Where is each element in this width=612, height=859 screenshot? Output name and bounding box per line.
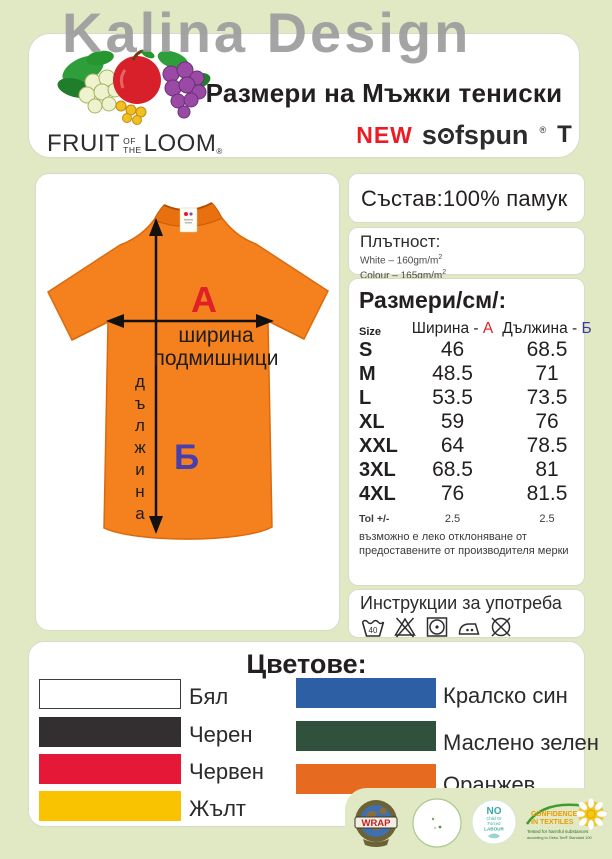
colors-title: Цветове: <box>246 649 367 679</box>
tshirt-diagram-panel: А ширина подмишници д ъ л ж и н а Б <box>35 173 340 631</box>
svg-text:и: и <box>135 460 145 479</box>
wrap-certification-icon: WRAP <box>354 800 398 847</box>
svg-text:Tested for harmful substances: Tested for harmful substances <box>527 829 589 834</box>
tolerance-row: Tol +/- 2.5 2.5 <box>359 513 555 525</box>
color-label: Бял <box>189 684 229 709</box>
color-label: Черен <box>189 722 253 747</box>
length-word-vertical: д ъ л ж и н а <box>134 372 146 523</box>
svg-text:according to Oeko-Tex® Standar: according to Oeko-Tex® Standard 100 <box>527 836 592 840</box>
oeko-tex-confidence-icon: CONFIDENCE IN TEXTILES Tested for harmfu… <box>525 798 608 840</box>
table-row: XL 59 76 <box>359 410 559 433</box>
color-label: Жълт <box>189 796 246 821</box>
iron-two-dots-icon <box>458 623 480 635</box>
svg-text:LABOUR: LABOUR <box>484 827 504 832</box>
sofspun-brand-text: s fspun <box>421 119 529 150</box>
neck-label <box>179 207 198 233</box>
care-icons-row: 40 <box>360 615 584 639</box>
fotl-registered-mark: ® <box>216 147 223 156</box>
table-row: L 53.5 73.5 <box>359 386 568 409</box>
fotl-ofthe-text: OF THE <box>123 136 142 155</box>
sofspun-t-suffix: T <box>557 121 572 148</box>
header-panel: FRUIT OF THE LOOM ® Размери на Мъжки тен… <box>28 33 580 158</box>
color-label: Кралско син <box>443 683 568 708</box>
svg-text:н: н <box>135 482 144 501</box>
color-swatch-royal-blue <box>296 678 436 708</box>
svg-text:NO: NO <box>487 806 502 817</box>
svg-text:а: а <box>135 504 145 523</box>
sizes-title: Размери/см/: <box>359 287 507 313</box>
no-child-labour-icon: NO Child Or Forced LABOUR <box>471 799 517 845</box>
care-panel: Инструкции за употреба 40 <box>348 589 585 638</box>
svg-text:CONFIDENCE: CONFIDENCE <box>531 811 578 818</box>
oeko-flower <box>574 798 608 831</box>
tshirt-shape <box>47 217 329 540</box>
letter-b-label: Б <box>174 438 199 477</box>
table-row: M 48.5 71 <box>359 362 559 385</box>
size-table-header: Size Ширина - А Дължина - Б <box>359 320 592 338</box>
table-row: 4XL 76 81.5 <box>359 482 568 505</box>
sofspun-registered-mark: ® <box>539 125 547 135</box>
page-title: Размери на Мъжки тениски <box>205 78 563 108</box>
color-swatch-yellow <box>39 791 181 821</box>
svg-text:WRAP: WRAP <box>361 818 391 829</box>
faint-round-certification-icon <box>412 798 462 848</box>
svg-text:д: д <box>135 372 145 391</box>
density-title: Плътност: <box>360 232 441 251</box>
tumble-dry-icon <box>426 617 448 637</box>
svg-text:IN TEXTILES: IN TEXTILES <box>531 819 574 826</box>
do-not-bleach-icon <box>394 617 416 638</box>
table-row: 3XL 68.5 81 <box>359 458 559 481</box>
tshirt-measurement-diagram: А ширина подмишници д ъ л ж и н а Б <box>47 202 329 540</box>
color-label: Червен <box>189 759 264 784</box>
new-badge: NEW <box>356 121 413 148</box>
spiral-o-icon <box>437 128 454 144</box>
width-label: ширина <box>178 324 254 347</box>
color-swatch-bottle-green <box>296 721 436 751</box>
svg-text:Child Or: Child Or <box>486 816 502 821</box>
composition-panel: Състав:100% памук <box>348 173 585 223</box>
color-swatch-black <box>39 717 181 747</box>
colors-panel: Цветове: Бял Черен Червен Жълт Кралско с… <box>28 641 599 827</box>
color-swatch-white <box>39 679 181 709</box>
density-panel: Плътност: White – 160gm/m2 Colour – 165g… <box>348 227 585 282</box>
density-colour-line: Colour – 165gm/m2 <box>360 269 447 282</box>
color-label: Маслено зелен <box>443 730 599 755</box>
fotl-fruit-text: FRUIT <box>47 130 121 157</box>
svg-text:40: 40 <box>369 626 378 635</box>
fruit-of-the-loom-wordmark: FRUIT OF THE LOOM ® <box>47 130 223 158</box>
fruit-of-the-loom-logo-icon <box>57 49 211 125</box>
density-white-line: White – 160gm/m2 <box>360 254 443 267</box>
wash-40-icon: 40 <box>361 619 385 637</box>
table-row: XXL 64 78.5 <box>359 434 568 457</box>
do-not-dry-clean-icon <box>491 617 511 637</box>
tolerance-note: възможно е леко отклоняване от предостав… <box>359 531 569 557</box>
product-line-subtitle: NEW s fspun ® T <box>339 118 589 152</box>
svg-text:Forced: Forced <box>487 821 501 826</box>
svg-text:ъ: ъ <box>135 394 146 413</box>
care-instructions-title: Инструкции за употреба <box>360 593 562 613</box>
table-row: S 46 68.5 <box>359 338 568 361</box>
svg-text:л: л <box>135 416 145 435</box>
watermark-brand-text: Kalina Design <box>62 1 472 64</box>
color-swatch-red <box>39 754 181 784</box>
fotl-loom-text: LOOM <box>143 130 217 157</box>
letter-a-label: А <box>191 279 217 320</box>
svg-text:ж: ж <box>134 438 146 457</box>
underarm-label: подмишници <box>154 347 279 370</box>
sizes-panel: Размери/см/: Size Ширина - А Дължина - Б… <box>348 278 592 586</box>
composition-text: Състав:100% памук <box>361 186 568 211</box>
